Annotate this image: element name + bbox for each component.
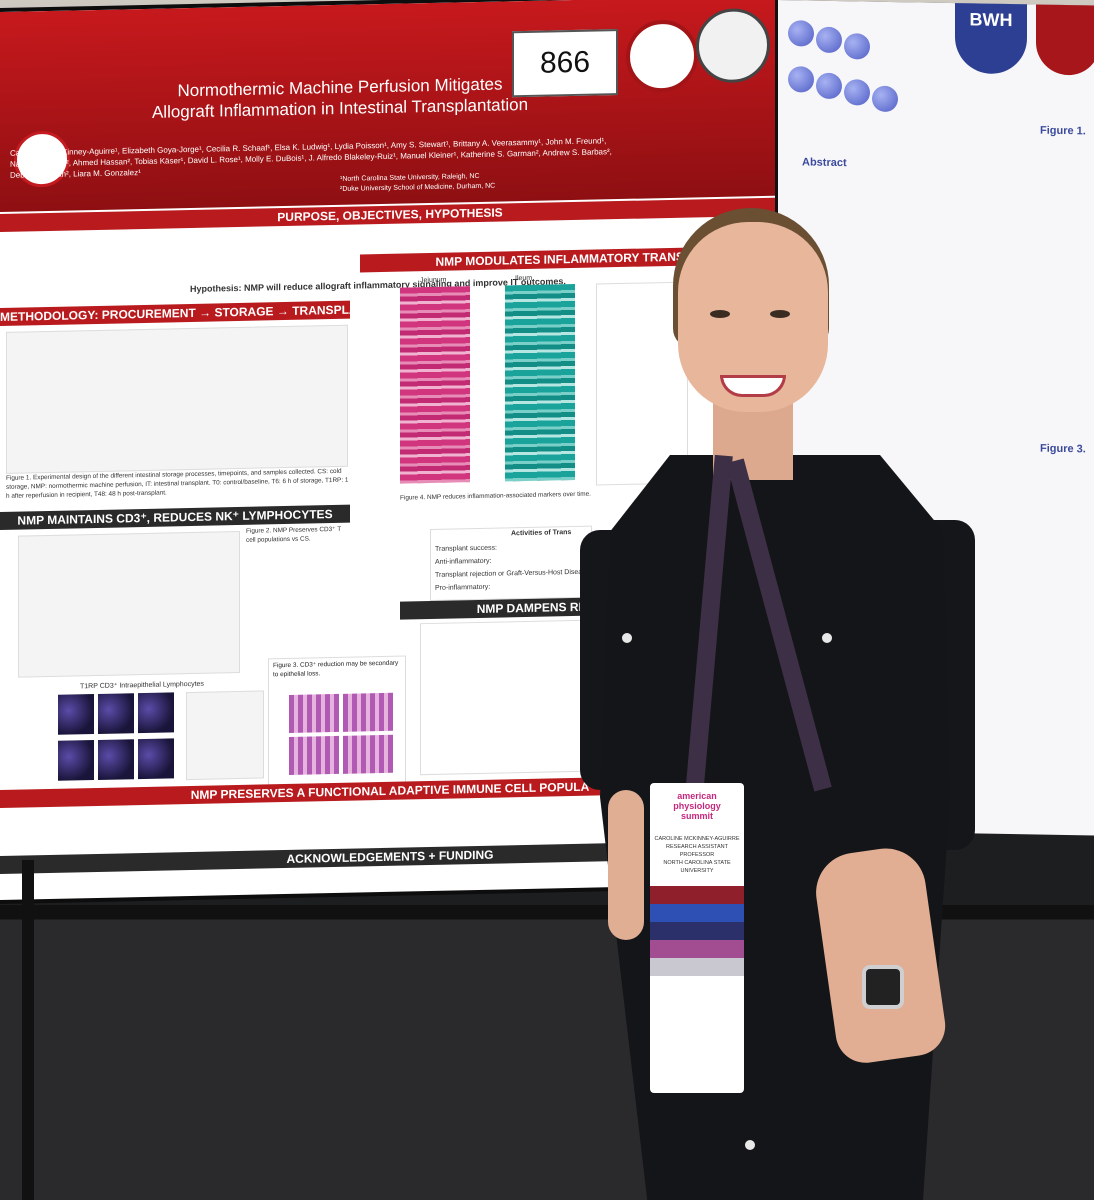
figure1-caption: Figure 1. Experimental design of the dif… [6, 467, 349, 500]
badge-details: CAROLINE MCKINNEY-AGUIRRE RESEARCH ASSIS… [650, 835, 744, 893]
pocket-button [622, 633, 632, 643]
harvard-shield [1036, 0, 1094, 76]
histology-jejunum-nmp [343, 692, 393, 732]
badge-event-name: american physiology summit [650, 791, 744, 821]
chain-bead [816, 72, 842, 100]
heatmap-label-ileum: Ileum [515, 274, 533, 283]
badge-event-line3: summit [680, 811, 713, 821]
chain-bead [788, 20, 814, 47]
right-eye [770, 310, 790, 318]
section-methodology: METHODOLOGY: PROCUREMENT → STORAGE → TRA… [0, 300, 350, 326]
histology-ileum-cs [289, 735, 339, 775]
badge-attendee-name: CAROLINE MCKINNEY-AGUIRRE [654, 836, 740, 842]
chain-bead [816, 26, 842, 54]
chain-bead [872, 85, 898, 113]
left-eye [710, 310, 730, 318]
histology-jejunum-cs [289, 693, 339, 733]
bwh-logo: BWH [955, 0, 1027, 75]
pocket-button [822, 633, 832, 643]
ribbon-navy [650, 922, 744, 940]
micrograph-cs [98, 693, 134, 734]
chain-bead [844, 33, 870, 60]
figure1-heading: Figure 1. [1040, 124, 1086, 138]
dress-button [745, 1140, 755, 1150]
micrograph-t0-lower [58, 740, 94, 781]
ribbon-red [650, 886, 744, 904]
figure3-caption: Figure 3. CD3⁺ reduction may be secondar… [273, 659, 399, 679]
figure2-plots [18, 530, 240, 678]
activity-1: Transplant success: [435, 544, 497, 553]
ribbon-silver [650, 958, 744, 976]
figure2-caption: Figure 2. NMP Preserves CD3⁺ T cell popu… [246, 525, 342, 544]
lymphocyte-dot-plot [186, 690, 264, 781]
micrograph-cs-lower [98, 739, 134, 780]
heatmap-jejunum [400, 286, 470, 484]
micrograph-t0 [58, 694, 94, 735]
heatmap-label-jejunum: Jejunum [420, 276, 447, 285]
name-badge: american physiology summit CAROLINE MCKI… [650, 783, 744, 1093]
ribbon-blue [650, 904, 744, 922]
abstract-heading: Abstract [802, 156, 847, 170]
lymphocytes-label: T1RP CD3⁺ Intraepithelial Lymphocytes [80, 680, 204, 691]
left-forearm [608, 790, 644, 940]
histology-ileum-nmp [343, 734, 393, 774]
figure3-panel: Figure 3. CD3⁺ reduction may be secondar… [268, 655, 406, 787]
ribbon-purple [650, 940, 744, 958]
badge-attendee-title: RESEARCH ASSISTANT PROFESSOR [666, 844, 728, 858]
chain-bead [788, 66, 814, 93]
badge-event-line2: physiology [673, 801, 721, 811]
activity-4: Pro-inflammatory: [435, 583, 491, 592]
badge-attendee-org: NORTH CAROLINA STATE UNIVERSITY [663, 860, 731, 874]
figure1-diagram [6, 324, 348, 474]
smartwatch [862, 965, 904, 1009]
presenter: american physiology summit CAROLINE MCKI… [560, 200, 1020, 1200]
chain-bead [844, 79, 870, 106]
micrograph-nmp [138, 692, 174, 734]
easel-leg [22, 860, 34, 1200]
activity-2: Anti-inflammatory: [435, 557, 492, 566]
badge-event-line1: american [677, 791, 717, 801]
micrograph-nmp-lower [138, 738, 174, 780]
